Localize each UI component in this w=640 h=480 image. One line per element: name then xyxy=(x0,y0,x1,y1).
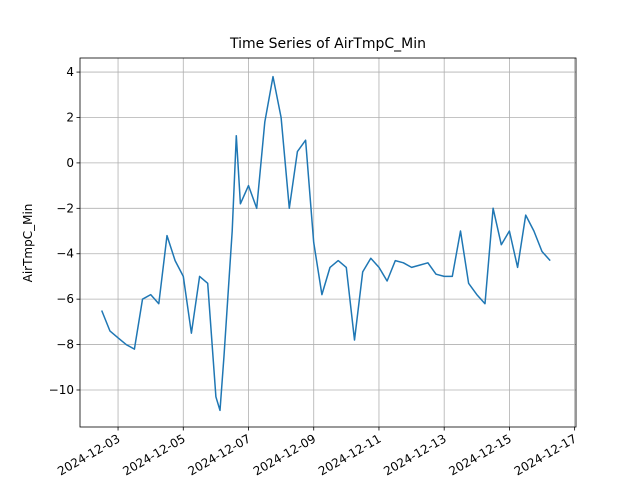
x-tick-label: 2024-12-05 xyxy=(120,431,187,478)
y-axis-label: AirTmpC_Min xyxy=(21,204,35,283)
x-tick-label: 2024-12-17 xyxy=(512,431,579,478)
y-tick-label: −10 xyxy=(49,383,74,397)
y-tick-label: −6 xyxy=(56,292,74,306)
chart-title: Time Series of AirTmpC_Min xyxy=(229,36,426,52)
y-tick-label: −8 xyxy=(56,338,74,352)
plot-frame xyxy=(79,57,577,428)
x-tick-label: 2024-12-11 xyxy=(316,431,383,478)
x-tick-label: 2024-12-03 xyxy=(55,431,122,478)
y-tick-label: 4 xyxy=(66,65,74,79)
y-tick-label: −2 xyxy=(56,201,74,215)
x-tick-label: 2024-12-07 xyxy=(186,431,253,478)
y-tick-label: −4 xyxy=(56,247,74,261)
data-line xyxy=(101,75,551,412)
x-tick-label: 2024-12-09 xyxy=(251,431,318,478)
x-tick-label: 2024-12-13 xyxy=(381,431,448,478)
x-tick-label: 2024-12-15 xyxy=(447,431,514,478)
y-tick-label: 2 xyxy=(66,110,74,124)
y-tick-label: 0 xyxy=(66,156,74,170)
